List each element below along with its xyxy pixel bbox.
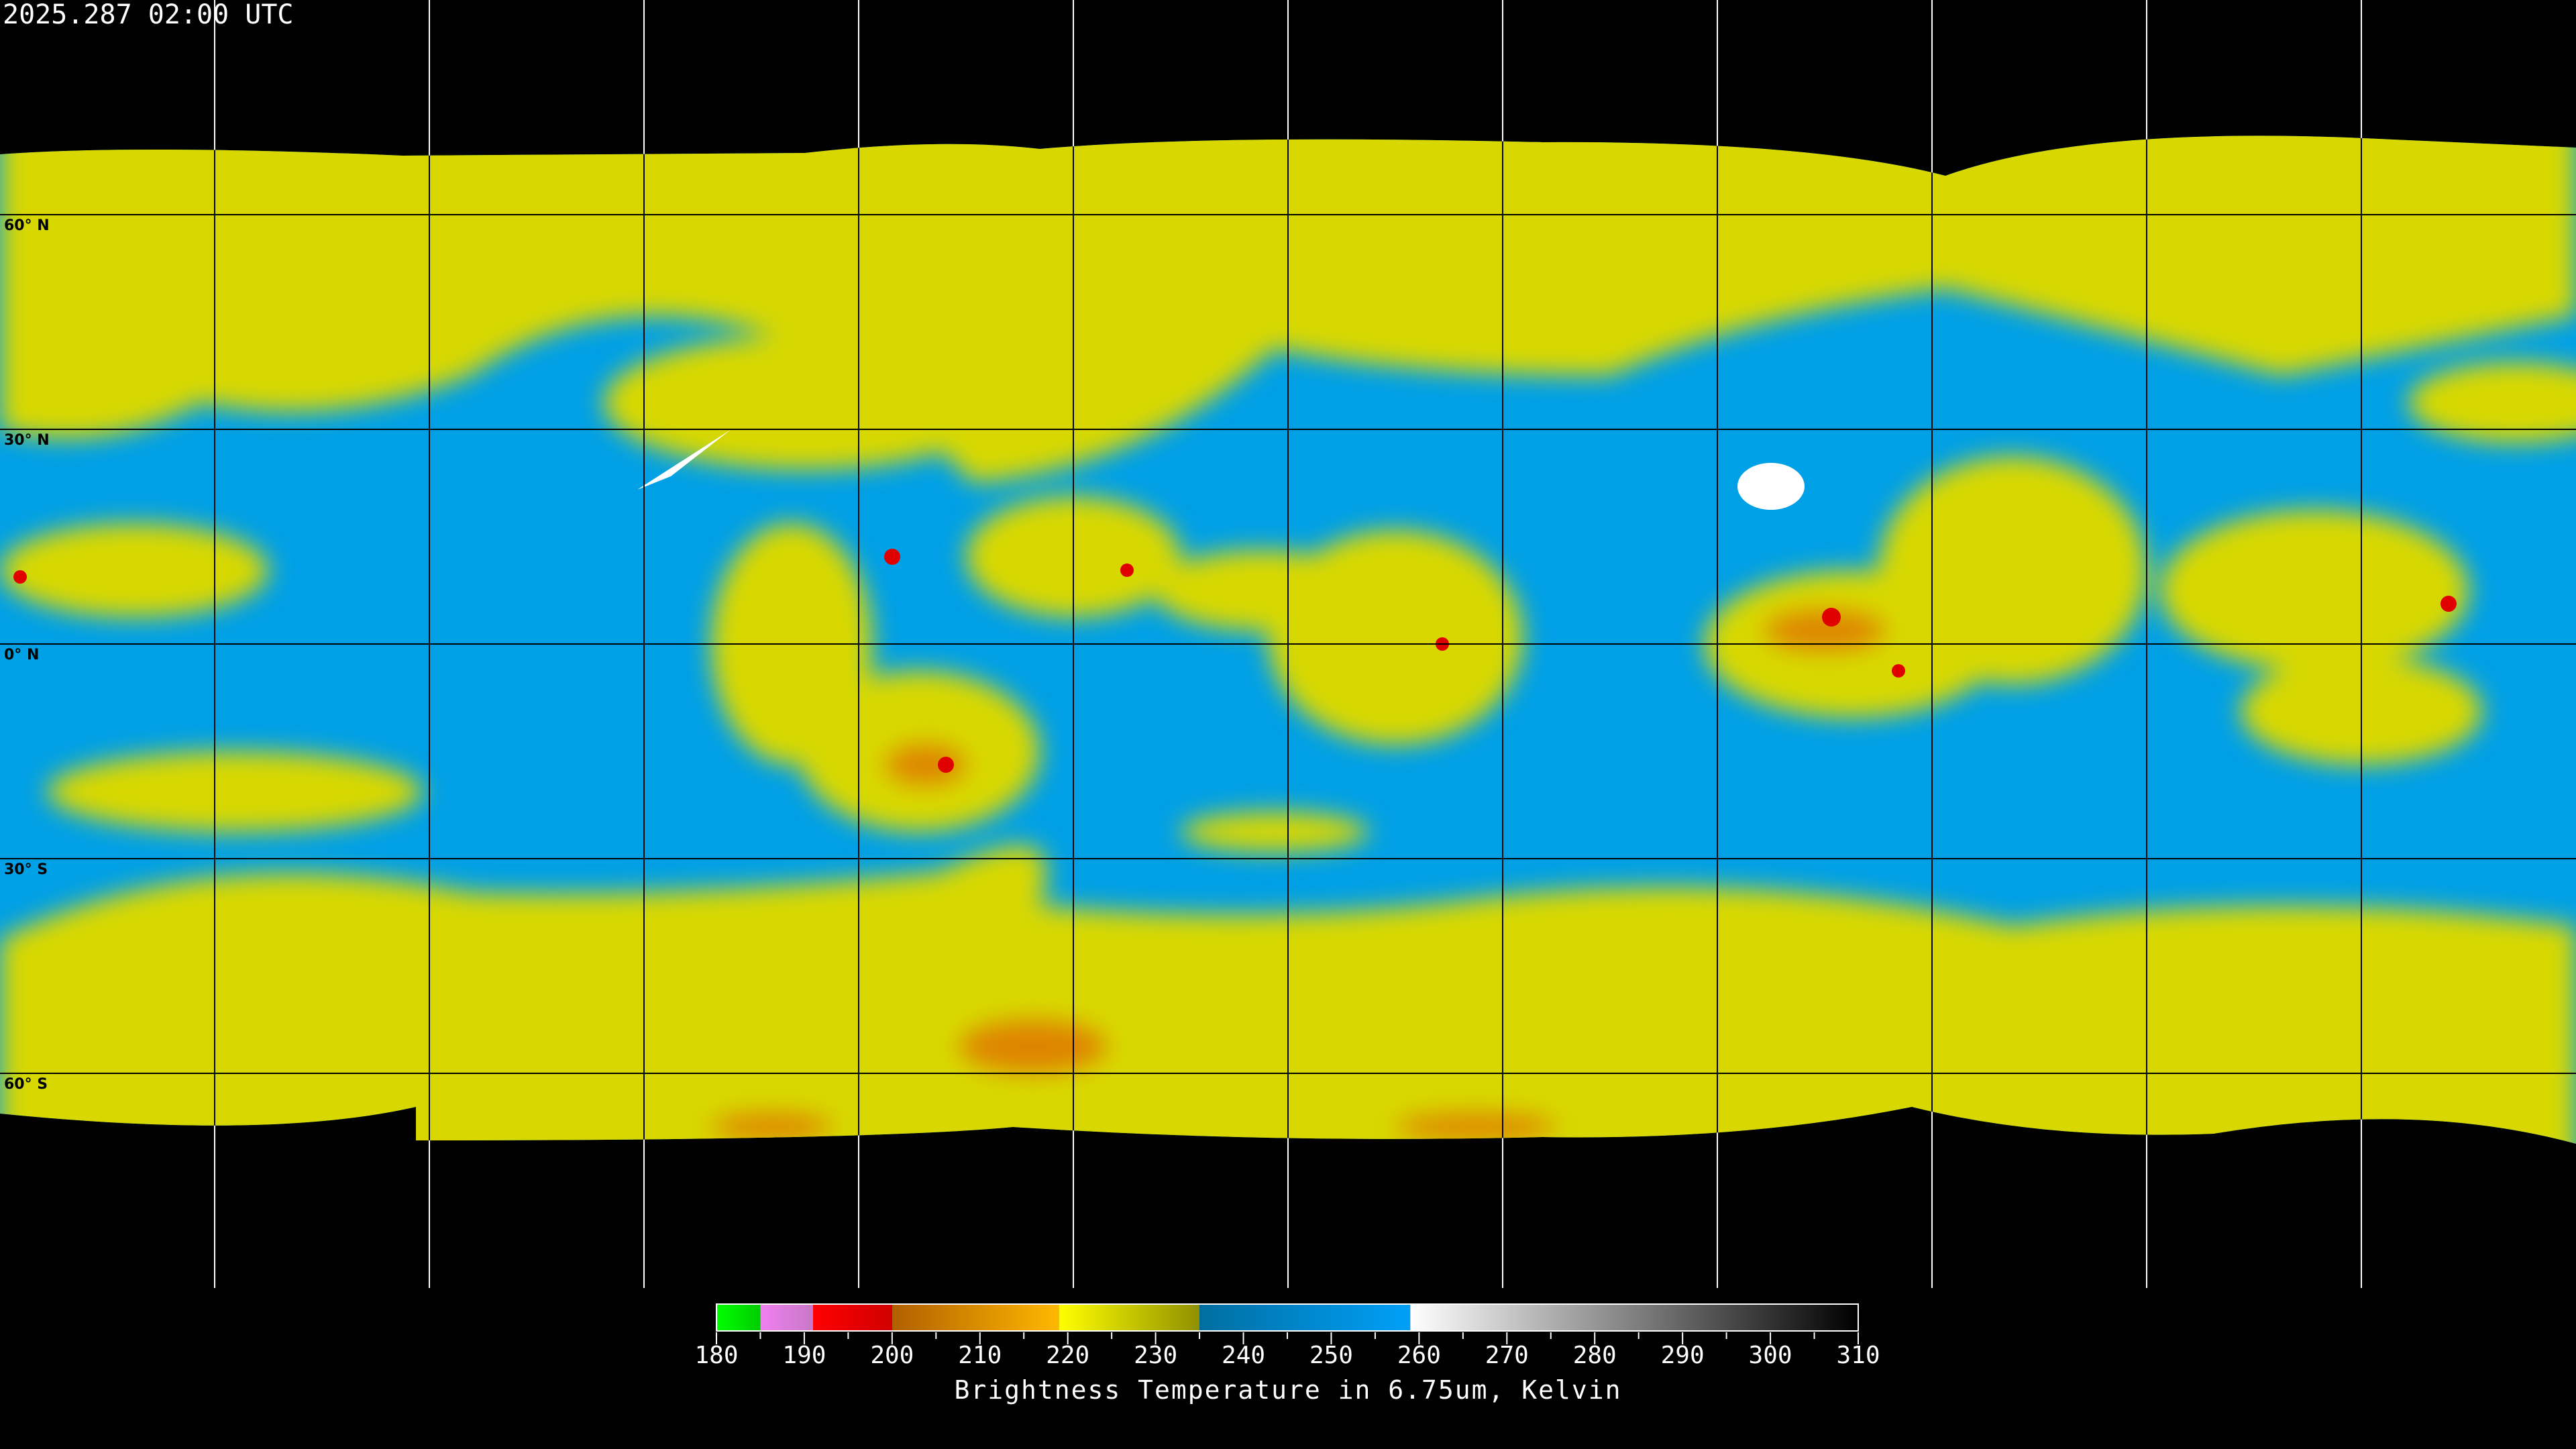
colorbar-tick-label: 240 [1222, 1342, 1265, 1369]
colorbar-tick-label: 190 [782, 1342, 826, 1369]
colorbar-segment [813, 1304, 892, 1331]
colorbar-segment [1199, 1304, 1411, 1331]
latitude-label: 0° N [4, 647, 40, 663]
colorbar-tick-label: 200 [870, 1342, 914, 1369]
latitude-label: 30° N [4, 432, 50, 449]
colorbar-tick-label: 300 [1749, 1342, 1792, 1369]
colorbar-caption: Brightness Temperature in 6.75um, Kelvin [954, 1375, 1622, 1405]
colorbar-tick-label: 230 [1134, 1342, 1177, 1369]
colorbar-tick-label: 250 [1309, 1342, 1353, 1369]
colorbar-tick-label: 210 [958, 1342, 1002, 1369]
colorbar-tick-label: 310 [1836, 1342, 1880, 1369]
water-vapor-map [0, 0, 2576, 1288]
latitude-label: 60° N [4, 217, 50, 234]
colorbar-segment [760, 1304, 814, 1331]
colorbar-tick-label: 290 [1661, 1342, 1705, 1369]
latitude-label: 60° S [4, 1076, 48, 1093]
colorbar-tick-label: 180 [694, 1342, 738, 1369]
timestamp-title: 2025.287 02:00 UTC [3, 0, 294, 30]
colorbar-tick-label: 270 [1485, 1342, 1529, 1369]
graticule [0, 0, 2576, 1288]
colorbar: 180 190 200 210 220 230 240 250 260 270 280 290 300 3… [694, 1303, 1880, 1369]
colorbar-tick-label: 220 [1046, 1342, 1089, 1369]
colorbar-segment [892, 1304, 1059, 1331]
colorbar-frame [716, 1303, 1859, 1332]
colorbar-segment [1059, 1304, 1200, 1331]
latitude-label: 30° S [4, 861, 48, 878]
colorbar-tick-label: 260 [1397, 1342, 1441, 1369]
colorbar-tick-label: 280 [1573, 1342, 1617, 1369]
colorbar-segment [716, 1304, 761, 1331]
colorbar-segment [1410, 1304, 1858, 1331]
